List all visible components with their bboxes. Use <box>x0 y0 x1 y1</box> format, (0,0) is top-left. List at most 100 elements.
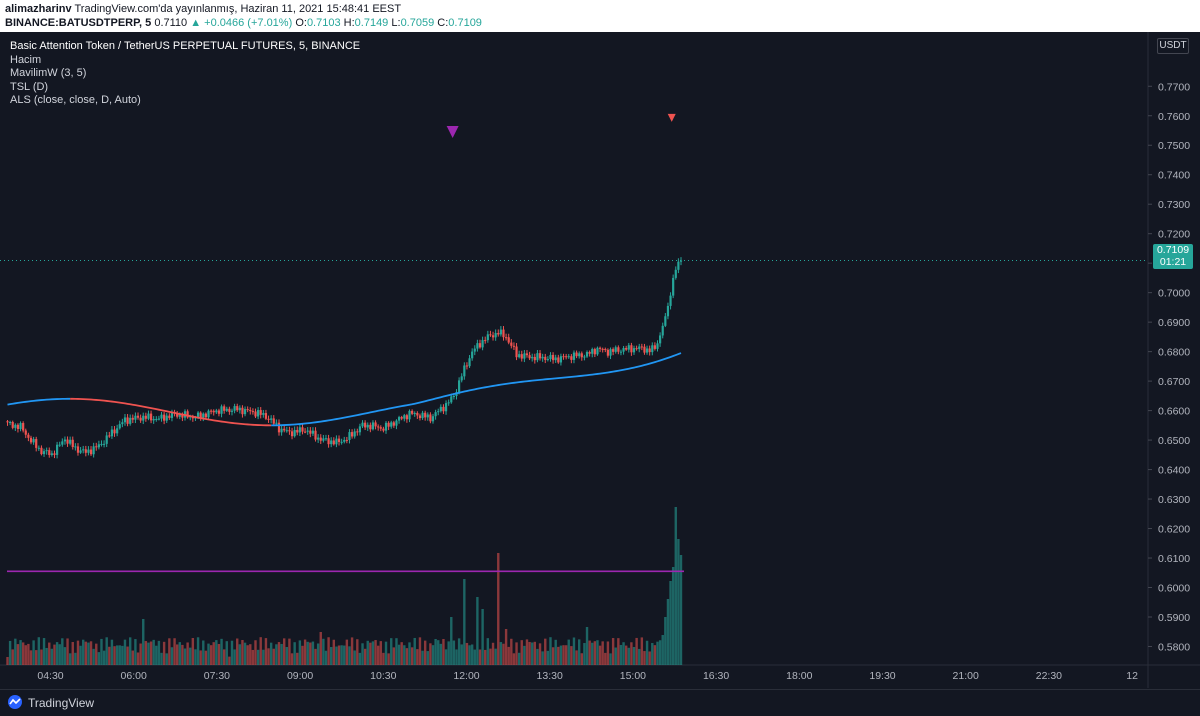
candle-body <box>364 422 367 428</box>
x-tick-label: 12 <box>1126 670 1138 682</box>
volume-bar <box>37 637 41 665</box>
y-tick-label: 0.6000 <box>1158 583 1190 595</box>
candle-body <box>452 395 455 397</box>
last-price: 0.7110 <box>154 17 188 29</box>
candle-body <box>382 428 385 431</box>
volume-bar <box>6 657 9 665</box>
volume-bar <box>186 642 189 665</box>
volume-bar <box>222 649 226 665</box>
volume-bar <box>189 647 192 665</box>
candle-body <box>118 424 121 429</box>
candle-body <box>411 410 414 414</box>
volume-bar <box>531 642 534 665</box>
candle-body <box>199 412 202 418</box>
tradingview-logo-icon[interactable] <box>6 695 24 709</box>
volume-bar <box>361 643 364 665</box>
volume-bar <box>322 638 325 665</box>
candle-body <box>181 414 184 418</box>
volume-bar <box>267 648 270 665</box>
volume-bar <box>100 638 103 665</box>
author-name[interactable]: alimazharinv <box>5 3 72 15</box>
volume-bar <box>679 555 683 665</box>
volume-bar <box>249 644 252 665</box>
volume-bar <box>45 647 48 665</box>
candle-body <box>596 347 599 355</box>
x-tick-label: 12:00 <box>453 670 479 682</box>
volume-bar <box>473 649 476 665</box>
volume-bar <box>502 643 505 665</box>
candle-body <box>447 402 450 404</box>
moving-average-line <box>70 397 272 427</box>
legend-item-volume[interactable]: Hacim <box>10 53 42 66</box>
candle-body <box>220 406 223 414</box>
legend-item-mavilimw[interactable]: MavilimW (3, 5) <box>10 67 87 79</box>
volume-bar <box>238 644 242 665</box>
candle-body <box>63 439 67 442</box>
volume-bar <box>246 645 249 665</box>
y-tick-label: 0.7500 <box>1158 140 1190 152</box>
volume-bar <box>89 641 93 665</box>
brand-name[interactable]: TradingView <box>28 696 95 710</box>
candle-body <box>100 443 103 445</box>
y-tick-label: 0.7400 <box>1158 170 1190 182</box>
volume-bar <box>21 642 25 665</box>
candle-body <box>418 415 422 419</box>
candle-body <box>374 422 377 427</box>
volume-bar <box>653 645 657 665</box>
candle-body <box>544 356 547 360</box>
volume-bar <box>491 642 495 665</box>
legend-item-als[interactable]: ALS (close, close, D, Auto) <box>10 94 141 106</box>
volume-bar <box>478 649 482 665</box>
volume-bar <box>24 645 27 665</box>
volume-bar <box>575 650 578 665</box>
candle-body <box>384 422 388 431</box>
volume-bar <box>486 638 490 665</box>
candle-body <box>155 418 158 420</box>
volume-bar <box>442 639 445 665</box>
volume-bar <box>541 651 544 665</box>
volume-bar <box>630 642 633 665</box>
volume-bar <box>604 652 607 665</box>
volume-bar <box>324 650 328 665</box>
volume-bar <box>149 641 153 665</box>
candle-body <box>471 351 474 359</box>
candle-body <box>337 438 341 442</box>
volume-bar <box>8 640 12 665</box>
volume-bar <box>212 642 215 665</box>
candle-body <box>168 415 171 418</box>
candle-body <box>591 349 594 354</box>
candle-body <box>426 414 429 418</box>
candle-body <box>585 352 589 357</box>
candle-body <box>588 352 591 354</box>
candle-body <box>669 295 672 306</box>
legend-item-tsl[interactable]: TSL (D) <box>10 80 49 93</box>
candle-body <box>497 333 500 335</box>
volume-bar <box>504 629 508 665</box>
candle-body <box>478 343 482 348</box>
volume-bar <box>468 645 471 665</box>
y-tick-label: 0.6300 <box>1158 494 1190 506</box>
candle-body <box>58 444 61 446</box>
candle-body <box>257 410 260 417</box>
candle-body <box>632 348 636 353</box>
y-tick-label: 0.6400 <box>1158 465 1190 477</box>
volume-bar <box>570 646 573 665</box>
volume-bar <box>544 638 547 665</box>
volume-bar <box>457 638 461 665</box>
candle-body <box>6 421 9 423</box>
price-chart[interactable]: 0.7700 0.7600 0.7500 0.7400 0.7300 0.7200 0.71… <box>0 32 1200 694</box>
candle-body <box>468 358 471 367</box>
footer: TradingView <box>0 689 1200 716</box>
volume-bar <box>447 641 450 665</box>
volume-bar <box>523 645 526 665</box>
volume-bar <box>666 599 670 665</box>
candle-body <box>562 356 565 358</box>
currency-button[interactable]: USDT <box>1157 38 1189 54</box>
candle-body <box>139 417 142 421</box>
volume-bar <box>264 638 268 665</box>
y-tick-label: 0.7300 <box>1158 199 1190 211</box>
x-tick-label: 18:00 <box>786 670 812 682</box>
volume-bar <box>202 640 205 665</box>
volume-bar <box>499 642 503 665</box>
volume-bar <box>376 645 380 665</box>
